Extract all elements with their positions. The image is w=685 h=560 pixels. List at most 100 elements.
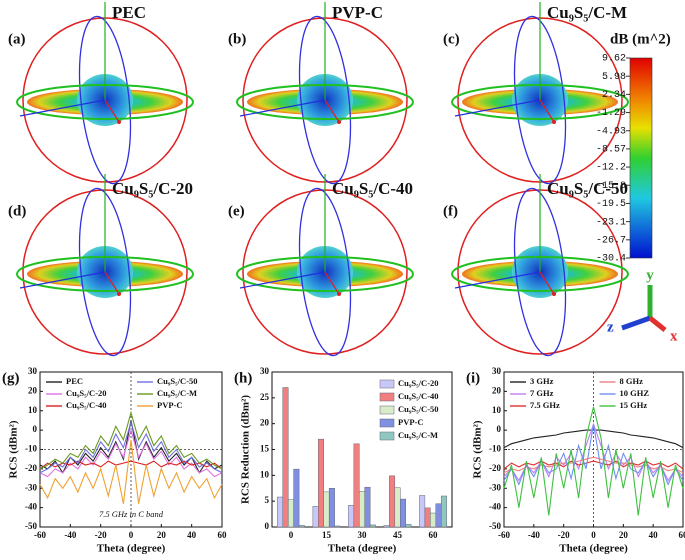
bar <box>318 439 323 527</box>
x-tick-label: 0 <box>591 530 596 540</box>
x-tick-label: -20 <box>558 530 570 540</box>
y-tick-label: 30 <box>492 366 502 376</box>
legend-swatch <box>380 393 394 401</box>
bar <box>384 525 389 527</box>
x-tick-label: 60 <box>429 530 439 540</box>
colorbar-tick-label: 5.98 <box>602 72 626 83</box>
legend-label: 15 GHz <box>620 400 648 410</box>
y-tick-label: 30 <box>260 366 270 376</box>
x-axis-label: Theta (degree) <box>559 543 628 555</box>
y-tick-label: -30 <box>25 482 37 492</box>
x-tick-label: 0 <box>129 530 134 540</box>
x-tick-label: 60 <box>679 530 685 540</box>
panel-label: (b) <box>228 31 246 47</box>
panel-label: (i) <box>466 370 480 386</box>
panel-title: Cu₉S₅/C-20 <box>112 179 193 198</box>
colorbar-tick-label: 9.62 <box>602 54 626 65</box>
panel-title: Cu₉S₅/C-M <box>547 3 627 22</box>
bar <box>288 500 293 527</box>
y-tick-label: 0 <box>497 424 502 434</box>
bar <box>299 525 304 527</box>
x-axis-label: Theta (degree) <box>328 543 397 555</box>
y-tick-label: -40 <box>489 502 501 512</box>
legend-label: 7.5 GHz <box>530 400 560 410</box>
bar <box>419 495 424 527</box>
colorbar: dB (m^2) 9.625.982.34-1.29-4.93-8.57-12.… <box>596 31 671 264</box>
colorbar-tick-label: -8.57 <box>596 145 626 156</box>
bar <box>425 508 430 527</box>
x-tick-label: 20 <box>619 530 629 540</box>
legend-swatch <box>380 406 394 414</box>
y-tick-label: -10 <box>489 444 501 454</box>
x-axis-label: Theta (degree) <box>97 543 166 555</box>
triad-z: z <box>607 319 614 335</box>
colorbar-title: dB (m^2) <box>610 31 671 47</box>
colorbar-tick-label: -12.2 <box>596 163 626 174</box>
axes-triad: y z x <box>607 267 678 344</box>
panel-title: Cu₉S₅/C-40 <box>332 179 413 198</box>
y-tick-label: -30 <box>489 482 501 492</box>
legend-label: 10 GHZ <box>620 388 650 398</box>
bar <box>365 487 370 527</box>
triad-x: x <box>670 328 678 344</box>
y-tick-label: 30 <box>28 366 38 376</box>
x-tick-label: -60 <box>34 530 46 540</box>
bar <box>294 469 299 527</box>
legend-swatch <box>380 419 394 427</box>
panel-label: (e) <box>228 203 245 219</box>
y-tick-label: -20 <box>25 463 37 473</box>
legend-label: PVP-C <box>398 417 424 427</box>
bar <box>324 492 329 527</box>
panel-label: (f) <box>443 203 458 219</box>
x-tick-label: -20 <box>95 530 107 540</box>
pattern-plot <box>17 2 193 186</box>
x-tick-label: -60 <box>498 530 510 540</box>
legend-swatch <box>380 380 394 388</box>
legend-label: Cu₉S₅/C-M <box>157 388 197 398</box>
x-tick-label: 45 <box>393 530 403 540</box>
legend-label: PVP-C <box>157 400 183 410</box>
y-axis-label: RCS (dBm²) <box>472 420 484 478</box>
legend-label: Cu₉S₅/C-50 <box>398 404 439 414</box>
colorbar-tick-label: -19.5 <box>596 199 626 210</box>
x-tick-label: -40 <box>528 530 540 540</box>
colorbar-tick-label: -30.4 <box>596 254 626 265</box>
pattern-plot <box>237 2 413 186</box>
panel-title: PEC <box>112 3 146 22</box>
colorbar-tick-label: -15.8 <box>596 181 626 192</box>
bar <box>329 488 334 527</box>
legend-label: Cu₉S₅/C-50 <box>157 376 198 386</box>
triad-y: y <box>646 267 654 283</box>
y-tick-label: 15 <box>260 444 270 454</box>
y-tick-label: -20 <box>489 463 501 473</box>
panel-label: (c) <box>443 31 460 47</box>
y-axis-label: RCS Reduction (dBm²) <box>240 395 252 504</box>
y-tick-label: 20 <box>28 385 38 395</box>
bar <box>389 476 394 527</box>
bar <box>359 491 364 527</box>
y-tick-label: 25 <box>260 392 270 402</box>
colorbar-scale <box>630 58 652 258</box>
bar <box>406 524 411 527</box>
y-tick-label: 0 <box>33 424 38 434</box>
pattern-panels: (a)PEC(b)PVP-C(c)Cu₉S₅/C-M(d)Cu₉S₅/C-20(… <box>8 2 628 358</box>
panel-label: (a) <box>8 31 26 47</box>
colorbar-tick-label: 2.34 <box>602 90 626 101</box>
legend-label: Cu₉S₅/C-M <box>398 430 438 440</box>
bar <box>313 506 318 527</box>
legend-label: 7 GHz <box>530 388 554 398</box>
pattern-plot <box>17 174 193 358</box>
y-tick-label: 0 <box>265 521 270 531</box>
bar <box>430 513 435 527</box>
x-tick-label: -40 <box>64 530 76 540</box>
y-tick-label: -40 <box>25 502 37 512</box>
bar <box>436 504 441 527</box>
x-tick-label: 40 <box>187 530 197 540</box>
y-axis-label: RCS (dBm²) <box>8 420 20 478</box>
annotation: 7.5 GHz in C band <box>99 509 164 519</box>
y-tick-label: 10 <box>492 405 502 415</box>
